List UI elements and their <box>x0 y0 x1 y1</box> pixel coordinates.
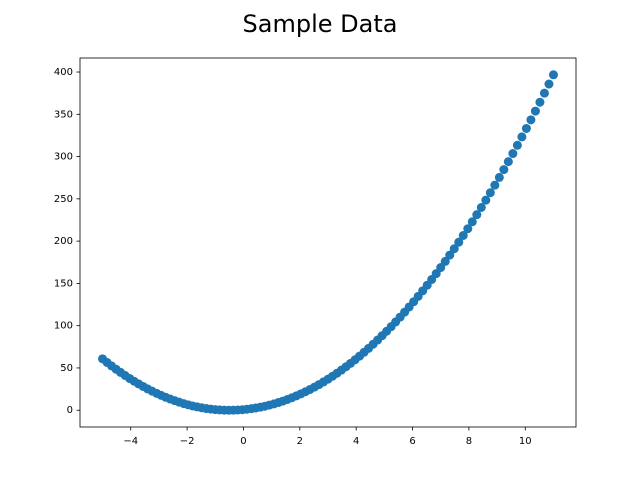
plot-frame <box>79 57 577 428</box>
point <box>485 188 495 198</box>
point <box>517 132 527 142</box>
point <box>539 88 549 98</box>
point <box>454 237 464 247</box>
point <box>476 203 486 213</box>
y-tick-label: 200 <box>54 236 73 247</box>
point <box>494 172 504 182</box>
point <box>449 244 459 254</box>
y-tick-label: 300 <box>54 152 73 163</box>
point <box>490 180 500 190</box>
point <box>481 195 491 205</box>
x-tick-label: 4 <box>353 436 359 447</box>
y-tick-label: 350 <box>54 109 73 120</box>
y-tick-label: 0 <box>67 405 73 416</box>
chart-title: Sample Data <box>243 10 398 38</box>
point <box>463 224 473 234</box>
x-tick-label: 2 <box>297 436 303 447</box>
y-tick-label: 250 <box>54 194 73 205</box>
point <box>499 165 509 175</box>
x-tick-label: −2 <box>180 436 195 447</box>
point <box>526 115 536 125</box>
point <box>535 97 545 107</box>
point <box>512 140 522 150</box>
point <box>544 79 554 89</box>
point <box>440 256 450 266</box>
x-tick-label: 6 <box>409 436 415 447</box>
point <box>508 149 518 159</box>
x-tick-label: 8 <box>466 436 472 447</box>
y-tick-label: 400 <box>54 67 73 78</box>
point <box>445 250 455 260</box>
point <box>472 210 482 220</box>
point <box>548 70 558 80</box>
point <box>436 263 446 273</box>
point <box>521 123 531 133</box>
y-tick-label: 100 <box>54 321 73 332</box>
x-tick-label: 10 <box>519 436 532 447</box>
point <box>503 157 513 167</box>
y-tick-label: 150 <box>54 278 73 289</box>
x-tick-label: 0 <box>240 436 246 447</box>
point <box>467 217 477 227</box>
x-tick-label: −4 <box>123 436 138 447</box>
y-tick-label: 50 <box>60 363 73 374</box>
point <box>458 230 468 240</box>
point <box>530 106 540 116</box>
